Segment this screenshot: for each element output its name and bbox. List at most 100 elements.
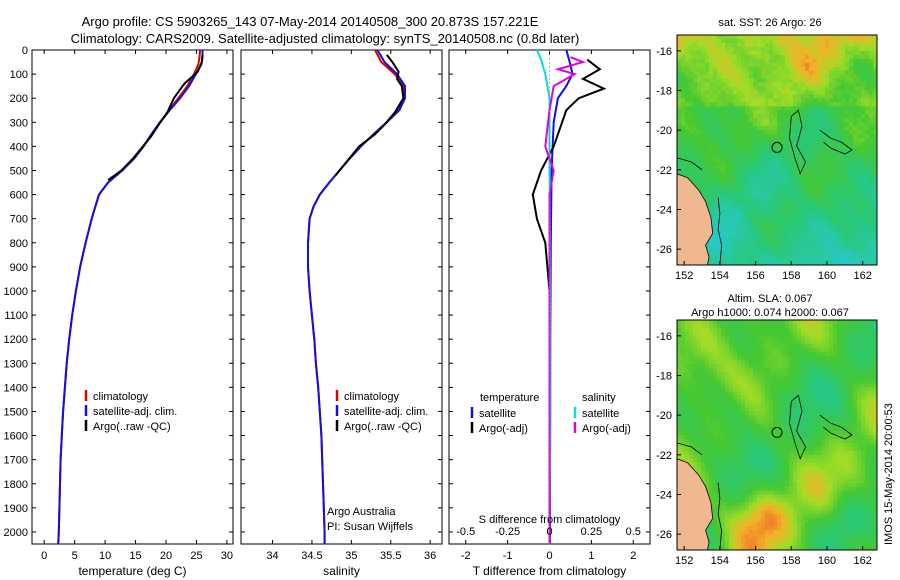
map-cell: [853, 458, 858, 464]
map-cell: [757, 58, 762, 64]
map-cell: [865, 66, 870, 71]
map-cell: [765, 177, 770, 183]
map-cell: [781, 237, 786, 242]
map-cell: [821, 165, 826, 171]
map-cell: [757, 82, 762, 87]
map-cell: [873, 66, 877, 71]
map-cell: [777, 371, 782, 376]
map-cell: [825, 427, 830, 432]
map-cell: [741, 375, 746, 380]
map-cell: [849, 383, 854, 388]
map-cell: [845, 249, 850, 254]
map-cell: [705, 138, 710, 143]
map-cell: [825, 327, 830, 333]
map-cell: [741, 249, 746, 254]
map-cell: [777, 142, 782, 147]
map-cell: [737, 458, 742, 464]
map-cell: [797, 66, 802, 71]
map-cell: [801, 339, 806, 345]
map-cell: [869, 407, 874, 412]
map-cell: [809, 327, 814, 333]
map-cell: [833, 193, 838, 198]
map-cell: [797, 50, 802, 56]
map-cell: [873, 446, 877, 452]
map-cell: [853, 335, 858, 341]
map-cell: [805, 205, 810, 210]
map-cell: [761, 411, 766, 416]
map-cell: [697, 423, 702, 428]
map-cell: [681, 442, 686, 448]
map-cell: [865, 359, 870, 364]
profile-panel-2: -2 -1 0 1 2T difference from climatology-0.5…: [448, 49, 651, 578]
map-cell: [681, 331, 686, 337]
map-cell: [721, 62, 726, 68]
map-cell: [813, 122, 818, 127]
map-cell: [845, 423, 850, 428]
map-cell: [761, 70, 766, 75]
map-cell: [697, 58, 702, 64]
map-cell: [717, 114, 722, 119]
map-cell: [733, 197, 738, 202]
map-cell: [873, 249, 877, 254]
map-cell: [789, 450, 794, 456]
map-cell: [685, 142, 690, 147]
map-cell: [865, 169, 870, 175]
map-cell: [729, 142, 734, 147]
map-cell: [721, 450, 726, 456]
map-cell: [821, 249, 826, 254]
map-cell: [817, 391, 822, 396]
map-cell: [841, 379, 846, 384]
map-cell: [753, 110, 758, 115]
map-cell: [757, 327, 762, 333]
map-cell: [829, 327, 834, 333]
map-cell: [757, 415, 762, 420]
map-cell: [849, 423, 854, 428]
map-cell: [725, 351, 730, 356]
map-cell: [813, 423, 818, 428]
map-cell: [713, 387, 718, 392]
map-cell: [689, 130, 694, 135]
map-cell: [849, 70, 854, 75]
map-cell: [761, 165, 766, 171]
map-cell: [733, 35, 738, 40]
map-cell: [689, 38, 694, 44]
map-cell: [821, 205, 826, 210]
map-cell: [757, 435, 762, 440]
map-cell: [753, 217, 758, 222]
map-cell: [785, 122, 790, 127]
map-cell: [837, 102, 842, 107]
map-cell: [869, 74, 874, 79]
map-cell: [865, 78, 870, 83]
map-cell: [861, 138, 866, 143]
map-cell: [701, 458, 706, 464]
map-cell: [821, 241, 826, 246]
map-cell: [717, 134, 722, 139]
map-cell: [705, 379, 710, 384]
map-y-tick-label: -26: [656, 244, 672, 256]
map-cell: [809, 375, 814, 380]
map-cell: [705, 122, 710, 127]
map-cell: [829, 66, 834, 71]
map-cell: [809, 415, 814, 420]
map-cell: [689, 450, 694, 456]
map-cell: [801, 411, 806, 416]
map-cell: [793, 98, 798, 103]
map-cell: [741, 225, 746, 230]
map-cell: [781, 438, 786, 444]
map-cell: [805, 82, 810, 87]
map-cell: [761, 359, 766, 364]
map-cell: [837, 446, 842, 452]
map-cell: [853, 35, 858, 40]
map-cell: [757, 347, 762, 353]
map-cell: [853, 320, 858, 325]
map-cell: [849, 173, 854, 179]
map-cell: [813, 438, 818, 444]
map-cell: [797, 197, 802, 202]
map-cell: [781, 146, 786, 151]
map-cell: [857, 423, 862, 428]
map-cell: [845, 130, 850, 135]
map-cell: [781, 86, 786, 91]
map-cell: [733, 189, 738, 194]
map-cell: [837, 134, 842, 139]
map-cell: [797, 150, 802, 155]
